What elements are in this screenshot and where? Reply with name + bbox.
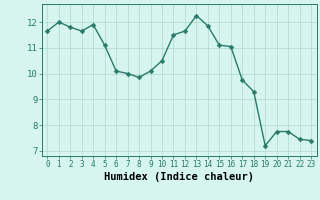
X-axis label: Humidex (Indice chaleur): Humidex (Indice chaleur) <box>104 172 254 182</box>
